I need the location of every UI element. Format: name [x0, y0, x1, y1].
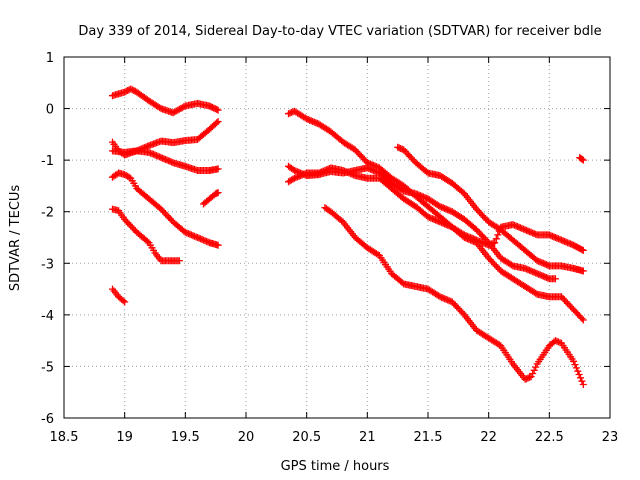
- marker-plus: [109, 85, 222, 117]
- y-tick-label: 0: [46, 103, 54, 118]
- x-tick-labels: 18.5 19 19.5 20 20.5 21 21.5 22 22.5 23: [50, 430, 619, 445]
- series-s12: [394, 143, 587, 275]
- series-s7: [109, 285, 129, 306]
- x-tick-label: 22: [480, 430, 497, 445]
- y-tick-label: -5: [41, 360, 54, 375]
- y-tick-label: -1: [41, 154, 54, 169]
- y-axis-label: SDTVAR / TECUs: [8, 185, 23, 292]
- x-tick-label: 21.5: [414, 430, 443, 445]
- marker-plus: [109, 169, 222, 249]
- chart-title: Day 339 of 2014, Sidereal Day-to-day VTE…: [78, 24, 601, 39]
- marker-plus: [285, 164, 587, 324]
- axis-ticks: [63, 56, 611, 419]
- marker-plus: [200, 189, 222, 208]
- y-tick-labels: 1 0 -1 -2 -3 -4 -5 -6: [41, 51, 54, 427]
- x-tick-label: 19: [116, 430, 133, 445]
- x-tick-label: 23: [602, 430, 619, 445]
- x-tick-label: 21: [359, 430, 376, 445]
- plot-frame: [63, 56, 611, 419]
- series-s6: [200, 189, 222, 208]
- y-tick-label: -3: [41, 257, 54, 272]
- y-tick-label: -6: [41, 412, 54, 427]
- y-tick-label: -4: [41, 309, 54, 324]
- series-s11: [321, 204, 587, 388]
- x-axis-label: GPS time / hours: [281, 459, 390, 474]
- marker-plus: [394, 143, 587, 275]
- marker-plus: [321, 204, 587, 388]
- series-s5: [109, 205, 183, 265]
- x-tick-label: 20.5: [292, 430, 321, 445]
- marker-plus: [576, 154, 587, 164]
- data-points: [109, 85, 587, 388]
- marker-plus: [109, 285, 129, 306]
- series-s4: [109, 169, 222, 249]
- marker-plus: [109, 205, 183, 265]
- series-s10: [285, 164, 587, 324]
- marker-plus: [109, 147, 222, 174]
- series-s13: [576, 154, 587, 164]
- y-tick-label: 1: [46, 51, 54, 66]
- x-tick-label: 19.5: [171, 430, 200, 445]
- series-s1: [109, 85, 222, 117]
- series-s3: [109, 147, 222, 174]
- x-tick-label: 18.5: [50, 430, 79, 445]
- y-tick-label: -2: [41, 206, 54, 221]
- grid: [64, 57, 610, 418]
- x-tick-label: 20: [238, 430, 255, 445]
- x-tick-label: 22.5: [535, 430, 564, 445]
